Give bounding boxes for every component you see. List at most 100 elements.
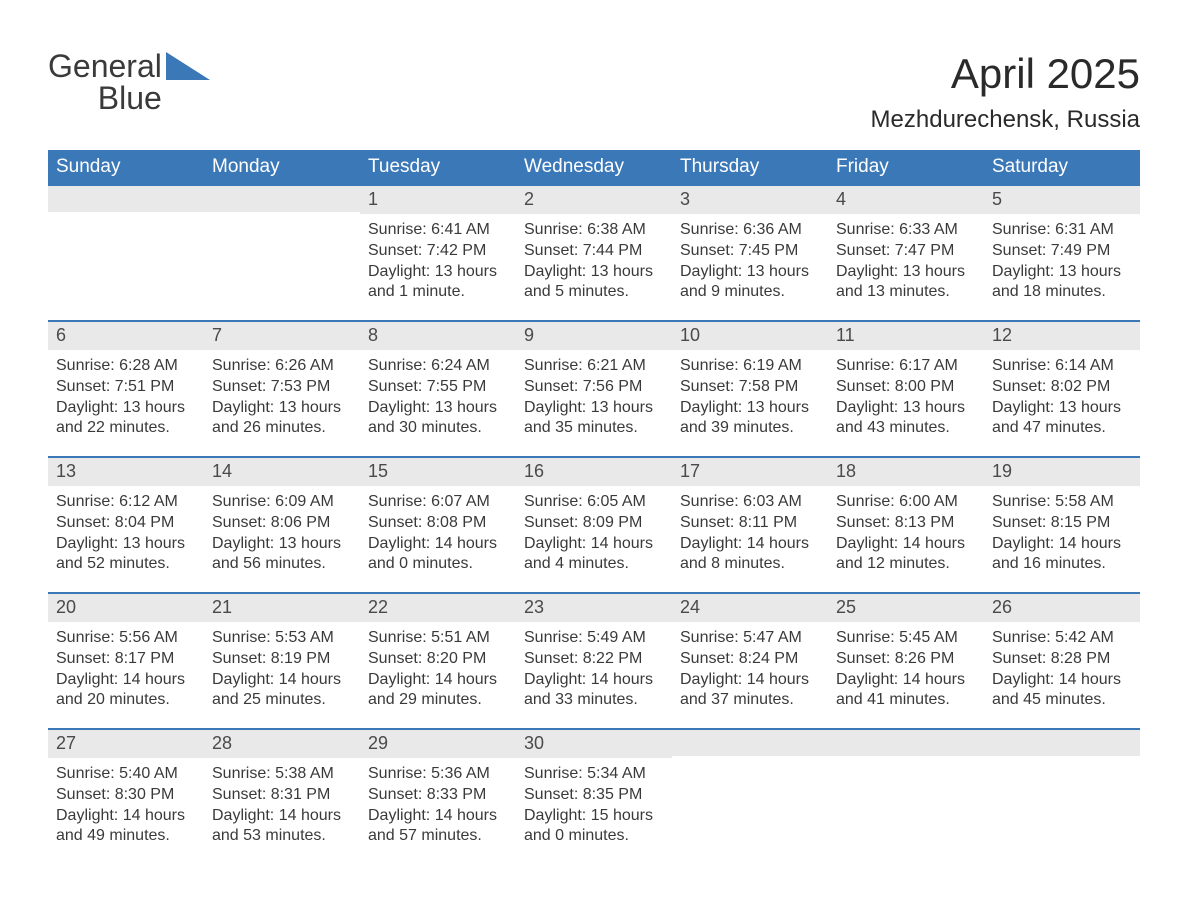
- day-body: Sunrise: 6:24 AMSunset: 7:55 PMDaylight:…: [360, 350, 516, 439]
- day-number: 11: [828, 322, 984, 350]
- day-cell: 4Sunrise: 6:33 AMSunset: 7:47 PMDaylight…: [828, 186, 984, 320]
- day-number: [204, 186, 360, 212]
- day-cell: 28Sunrise: 5:38 AMSunset: 8:31 PMDayligh…: [204, 730, 360, 864]
- day-number: 20: [48, 594, 204, 622]
- logo-word2: Blue: [48, 82, 162, 114]
- sunset-line: Sunset: 7:49 PM: [992, 241, 1132, 262]
- daylight-line: Daylight: 14 hours and 4 minutes.: [524, 534, 664, 576]
- day-cell: 23Sunrise: 5:49 AMSunset: 8:22 PMDayligh…: [516, 594, 672, 728]
- week-row: 20Sunrise: 5:56 AMSunset: 8:17 PMDayligh…: [48, 592, 1140, 728]
- day-body: Sunrise: 5:38 AMSunset: 8:31 PMDaylight:…: [204, 758, 360, 847]
- daylight-line: Daylight: 14 hours and 20 minutes.: [56, 670, 196, 712]
- daylight-line: Daylight: 14 hours and 45 minutes.: [992, 670, 1132, 712]
- dow-cell: Sunday: [48, 150, 204, 186]
- sunset-line: Sunset: 8:02 PM: [992, 377, 1132, 398]
- sunset-line: Sunset: 8:33 PM: [368, 785, 508, 806]
- day-number: 23: [516, 594, 672, 622]
- sunrise-line: Sunrise: 6:26 AM: [212, 356, 352, 377]
- sunrise-line: Sunrise: 6:28 AM: [56, 356, 196, 377]
- day-number: [672, 730, 828, 756]
- day-number: 28: [204, 730, 360, 758]
- daylight-line: Daylight: 13 hours and 43 minutes.: [836, 398, 976, 440]
- day-cell: 14Sunrise: 6:09 AMSunset: 8:06 PMDayligh…: [204, 458, 360, 592]
- day-cell: 16Sunrise: 6:05 AMSunset: 8:09 PMDayligh…: [516, 458, 672, 592]
- day-cell: [672, 730, 828, 864]
- daylight-line: Daylight: 14 hours and 29 minutes.: [368, 670, 508, 712]
- daylight-line: Daylight: 13 hours and 30 minutes.: [368, 398, 508, 440]
- day-number: 12: [984, 322, 1140, 350]
- day-cell: 5Sunrise: 6:31 AMSunset: 7:49 PMDaylight…: [984, 186, 1140, 320]
- day-cell: [828, 730, 984, 864]
- dow-cell: Friday: [828, 150, 984, 186]
- day-body: Sunrise: 5:53 AMSunset: 8:19 PMDaylight:…: [204, 622, 360, 711]
- dow-cell: Tuesday: [360, 150, 516, 186]
- sunset-line: Sunset: 8:31 PM: [212, 785, 352, 806]
- day-cell: 11Sunrise: 6:17 AMSunset: 8:00 PMDayligh…: [828, 322, 984, 456]
- sunrise-line: Sunrise: 5:42 AM: [992, 628, 1132, 649]
- day-body: Sunrise: 6:09 AMSunset: 8:06 PMDaylight:…: [204, 486, 360, 575]
- sunset-line: Sunset: 7:58 PM: [680, 377, 820, 398]
- day-cell: 21Sunrise: 5:53 AMSunset: 8:19 PMDayligh…: [204, 594, 360, 728]
- week-row: 6 Sunrise: 6:28 AMSunset: 7:51 PM Daylight…: [48, 320, 1140, 456]
- daylight-line: Daylight: 13 hours and 52 minutes.: [56, 534, 196, 576]
- day-number: 2: [516, 186, 672, 214]
- dow-cell: Thursday: [672, 150, 828, 186]
- sunrise-line: Sunrise: 6:38 AM: [524, 220, 664, 241]
- day-number: 22: [360, 594, 516, 622]
- sunrise-line: Sunrise: 6:05 AM: [524, 492, 664, 513]
- day-cell: 25Sunrise: 5:45 AMSunset: 8:26 PMDayligh…: [828, 594, 984, 728]
- sunset-line: Sunset: 8:28 PM: [992, 649, 1132, 670]
- daylight-line: Daylight: 14 hours and 49 minutes.: [56, 806, 196, 848]
- day-body: Sunrise: 6:21 AMSunset: 7:56 PMDaylight:…: [516, 350, 672, 439]
- day-cell: 2Sunrise: 6:38 AMSunset: 7:44 PMDaylight…: [516, 186, 672, 320]
- day-number: 15: [360, 458, 516, 486]
- sunset-line: Sunset: 8:13 PM: [836, 513, 976, 534]
- daylight-line: Daylight: 13 hours and 56 minutes.: [212, 534, 352, 576]
- sunset-line: Sunset: 7:51 PM: [56, 377, 196, 398]
- day-number: 19: [984, 458, 1140, 486]
- day-number: [828, 730, 984, 756]
- sunrise-line: Sunrise: 6:12 AM: [56, 492, 196, 513]
- sunrise-line: Sunrise: 5:36 AM: [368, 764, 508, 785]
- daylight-line: Daylight: 14 hours and 33 minutes.: [524, 670, 664, 712]
- daylight-line: Daylight: 13 hours and 9 minutes.: [680, 262, 820, 304]
- sunset-line: Sunset: 8:20 PM: [368, 649, 508, 670]
- day-number: 7: [204, 322, 360, 350]
- day-cell: 30Sunrise: 5:34 AMSunset: 8:35 PMDayligh…: [516, 730, 672, 864]
- sunrise-line: Sunrise: 5:56 AM: [56, 628, 196, 649]
- sunrise-line: Sunrise: 6:21 AM: [524, 356, 664, 377]
- day-body: Sunrise: 5:51 AMSunset: 8:20 PMDaylight:…: [360, 622, 516, 711]
- day-number: 5: [984, 186, 1140, 214]
- sunrise-line: Sunrise: 6:14 AM: [992, 356, 1132, 377]
- day-body: Sunrise: 5:49 AMSunset: 8:22 PMDaylight:…: [516, 622, 672, 711]
- sunrise-line: Sunrise: 6:36 AM: [680, 220, 820, 241]
- week-row: 1Sunrise: 6:41 AMSunset: 7:42 PMDaylight…: [48, 186, 1140, 320]
- day-cell: 18Sunrise: 6:00 AMSunset: 8:13 PMDayligh…: [828, 458, 984, 592]
- day-number: 6: [48, 322, 204, 350]
- month-title: April 2025: [871, 50, 1140, 98]
- day-body: Sunrise: 5:45 AMSunset: 8:26 PMDaylight:…: [828, 622, 984, 711]
- day-body: Sunrise: 6:14 AMSunset: 8:02 PMDaylight:…: [984, 350, 1140, 439]
- sunset-line: Sunset: 8:15 PM: [992, 513, 1132, 534]
- day-number: [984, 730, 1140, 756]
- day-number: 25: [828, 594, 984, 622]
- sunrise-line: Sunrise: 6:31 AM: [992, 220, 1132, 241]
- day-body: Sunrise: 6:03 AMSunset: 8:11 PMDaylight:…: [672, 486, 828, 575]
- day-cell: 8Sunrise: 6:24 AMSunset: 7:55 PMDaylight…: [360, 322, 516, 456]
- daylight-line: Daylight: 14 hours and 37 minutes.: [680, 670, 820, 712]
- daylight-line: Daylight: 13 hours and 26 minutes.: [212, 398, 352, 440]
- day-body: Sunrise: 6:26 AMSunset: 7:53 PMDaylight:…: [204, 350, 360, 439]
- day-body: Sunrise: 6:31 AMSunset: 7:49 PMDaylight:…: [984, 214, 1140, 303]
- sunrise-line: Sunrise: 5:49 AM: [524, 628, 664, 649]
- daylight-line: Daylight: 14 hours and 0 minutes.: [368, 534, 508, 576]
- day-number: 27: [48, 730, 204, 758]
- day-number: 18: [828, 458, 984, 486]
- day-cell: 15Sunrise: 6:07 AMSunset: 8:08 PMDayligh…: [360, 458, 516, 592]
- daylight-line: Daylight: 14 hours and 12 minutes.: [836, 534, 976, 576]
- day-cell: 19Sunrise: 5:58 AMSunset: 8:15 PMDayligh…: [984, 458, 1140, 592]
- daylight-line: Daylight: 15 hours and 0 minutes.: [524, 806, 664, 848]
- day-body: Sunrise: 6:41 AMSunset: 7:42 PMDaylight:…: [360, 214, 516, 303]
- sunrise-line: Sunrise: 5:45 AM: [836, 628, 976, 649]
- day-body: Sunrise: 5:36 AMSunset: 8:33 PMDaylight:…: [360, 758, 516, 847]
- sunrise-line: Sunrise: 5:47 AM: [680, 628, 820, 649]
